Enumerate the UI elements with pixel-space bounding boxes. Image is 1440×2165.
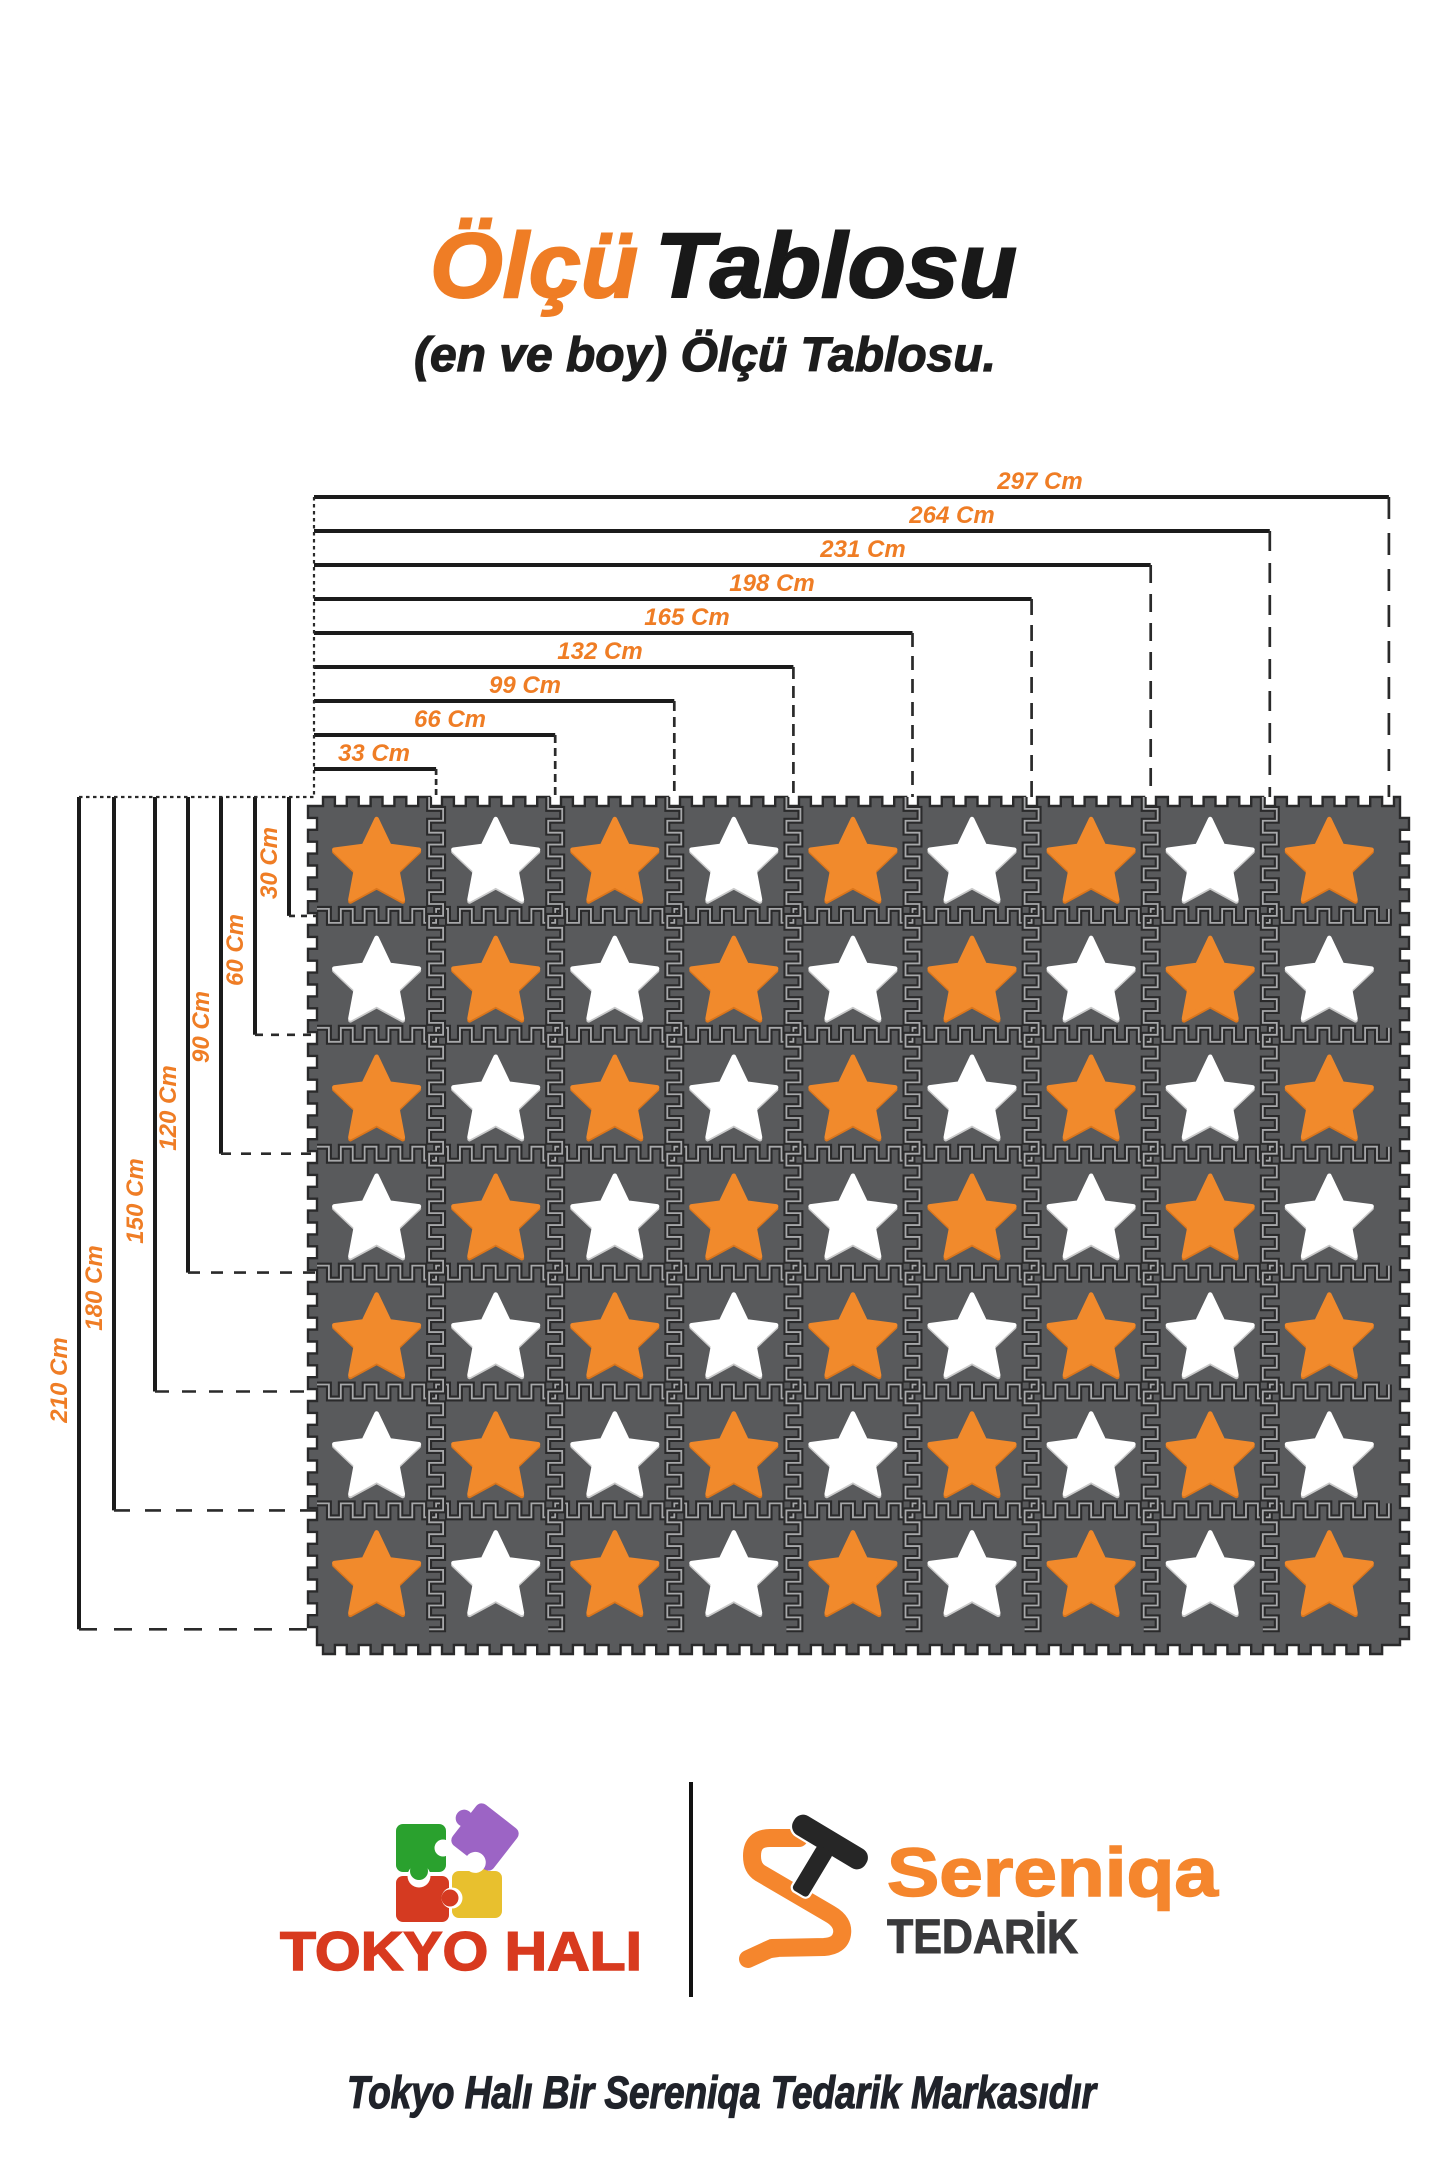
svg-text:33 Cm: 33 Cm [338,740,410,767]
svg-text:TOKYO HALI: TOKYO HALI [280,1920,642,1982]
svg-text:150 Cm: 150 Cm [122,1158,149,1243]
svg-text:99 Cm: 99 Cm [489,672,561,699]
svg-text:90 Cm: 90 Cm [188,991,215,1063]
svg-text:TEDARİK: TEDARİK [887,1911,1078,1964]
svg-text:297 Cm: 297 Cm [996,468,1082,495]
svg-text:264 Cm: 264 Cm [908,502,994,529]
svg-text:Sereniqa: Sereniqa [887,1834,1219,1911]
svg-text:Tokyo Halı Bir Sereniqa Tedari: Tokyo Halı Bir Sereniqa Tedarik Markasıd… [347,2067,1098,2118]
svg-text:180 Cm: 180 Cm [81,1245,108,1330]
svg-text:231 Cm: 231 Cm [819,536,905,563]
svg-text:60 Cm: 60 Cm [222,914,249,986]
svg-text:Ölçü: Ölçü [430,215,638,317]
svg-text:(en ve boy) Ölçü Tablosu.: (en ve boy) Ölçü Tablosu. [414,329,996,382]
svg-text:120 Cm: 120 Cm [155,1065,182,1150]
svg-text:165 Cm: 165 Cm [644,604,729,631]
svg-text:Tablosu: Tablosu [655,215,1017,317]
svg-text:30 Cm: 30 Cm [256,827,283,899]
svg-text:210 Cm: 210 Cm [46,1337,73,1423]
svg-text:198 Cm: 198 Cm [729,570,814,597]
svg-text:132 Cm: 132 Cm [557,638,642,665]
svg-text:66 Cm: 66 Cm [414,706,486,733]
